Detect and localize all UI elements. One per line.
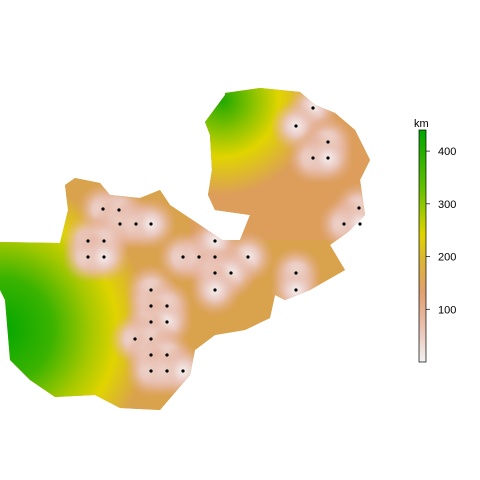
legend-ticks: 100 200 300 400	[426, 146, 456, 316]
point-marker	[118, 222, 122, 226]
point-marker	[86, 239, 90, 243]
point-marker	[165, 320, 169, 324]
point-marker	[149, 353, 153, 357]
country-raster	[0, 88, 370, 410]
point-marker	[342, 222, 346, 226]
legend-tick-label: 400	[438, 146, 456, 158]
point-marker	[102, 239, 106, 243]
legend-tick-label: 200	[438, 252, 456, 264]
point-marker	[149, 304, 153, 308]
point-marker	[213, 239, 217, 243]
point-marker	[149, 369, 153, 373]
point-marker	[358, 222, 362, 226]
point-marker	[311, 156, 315, 160]
point-marker	[149, 320, 153, 324]
point-marker	[181, 255, 185, 259]
point-marker	[149, 288, 153, 292]
point-marker	[294, 124, 298, 128]
legend: km 100 200 300 400	[414, 118, 456, 363]
point-marker	[311, 106, 315, 110]
point-marker	[294, 271, 298, 275]
point-marker	[213, 271, 217, 275]
point-marker	[181, 369, 185, 373]
point-marker	[101, 207, 105, 211]
point-marker	[213, 288, 217, 292]
point-marker	[133, 337, 137, 341]
location-points	[86, 106, 362, 373]
point-marker	[117, 208, 121, 212]
point-marker	[134, 222, 138, 226]
legend-colorbar	[418, 129, 427, 363]
legend-tick-label: 100	[438, 304, 456, 316]
point-marker	[326, 156, 330, 160]
point-marker	[357, 206, 361, 210]
point-marker	[86, 255, 90, 259]
point-marker	[165, 369, 169, 373]
point-marker	[165, 304, 169, 308]
point-marker	[326, 140, 330, 144]
point-marker	[229, 271, 233, 275]
point-marker	[246, 255, 250, 259]
legend-tick-label: 300	[438, 199, 456, 211]
point-marker	[149, 337, 153, 341]
point-marker	[165, 353, 169, 357]
legend-title: km	[414, 118, 429, 130]
point-marker	[197, 255, 201, 259]
point-marker	[102, 255, 106, 259]
point-marker	[294, 288, 298, 292]
point-marker	[149, 222, 153, 226]
point-marker	[213, 255, 217, 259]
